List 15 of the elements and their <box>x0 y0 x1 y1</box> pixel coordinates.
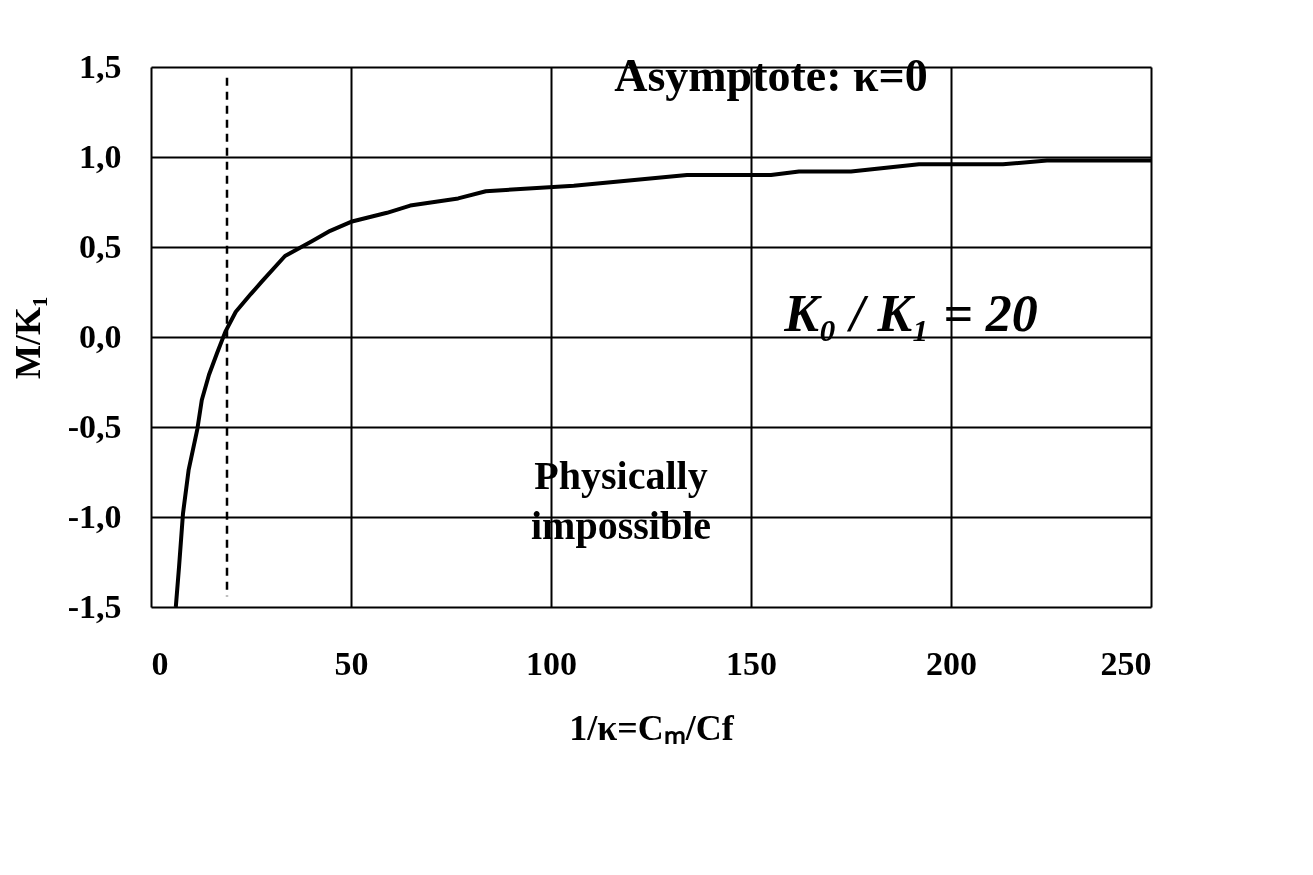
y-tick-label: 1,5 <box>79 47 122 85</box>
x-tick-label: 200 <box>926 644 977 682</box>
y-axis-title: M/K₁ <box>7 296 48 379</box>
x-tick-label: 250 <box>1100 644 1152 682</box>
x-tick-label: 100 <box>526 644 577 682</box>
y-tick-label: 0,5 <box>79 227 122 265</box>
x-tick-label: 150 <box>726 644 777 682</box>
y-tick-label: 1,0 <box>79 137 122 175</box>
y-tick-label: 0,0 <box>79 317 122 355</box>
x-tick-label: 50 <box>334 644 369 682</box>
y-tick-label: -1,0 <box>67 497 122 535</box>
x-tick-label: 0 <box>151 644 169 682</box>
y-tick-label: -1,5 <box>67 587 122 625</box>
y-tick-label: -0,5 <box>67 407 122 445</box>
x-axis-title: 1/κ=Cₘ/Cf <box>569 707 735 748</box>
